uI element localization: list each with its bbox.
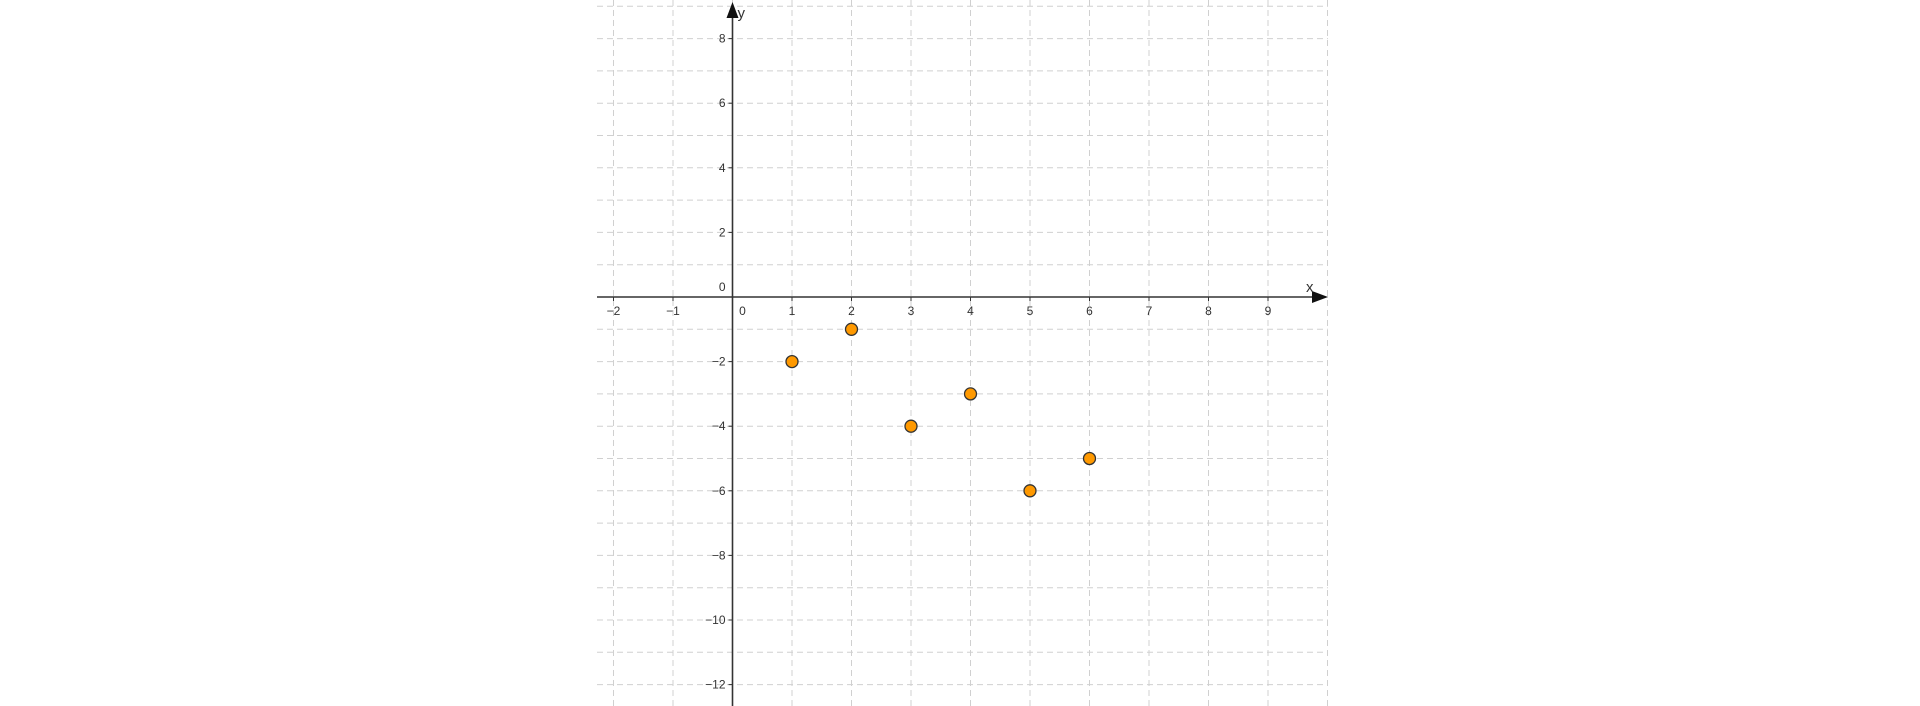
y-tick-label: 4 <box>719 161 726 175</box>
data-point <box>1082 451 1097 466</box>
y-tick-label: −8 <box>712 548 726 562</box>
y-tick-label: 0 <box>719 280 726 294</box>
x-tick-label: 6 <box>1086 304 1093 318</box>
grid <box>597 0 1328 706</box>
x-tick-label: 7 <box>1146 304 1153 318</box>
data-points <box>785 322 1097 498</box>
x-tick-label: 3 <box>908 304 915 318</box>
x-tick-label: 2 <box>848 304 855 318</box>
data-point <box>785 354 799 369</box>
x-tick-label: 8 <box>1205 304 1212 318</box>
y-tick-label: 2 <box>719 225 726 239</box>
x-axis-arrow-icon <box>1312 291 1328 303</box>
y-tick-label: −10 <box>705 613 726 627</box>
x-tick-label: 4 <box>967 304 974 318</box>
y-tick-label: −12 <box>705 678 726 692</box>
axes <box>597 2 1328 706</box>
y-axis-arrow-icon <box>726 2 739 18</box>
y-tick-label: −6 <box>712 484 726 498</box>
y-tick-label: −2 <box>712 355 726 369</box>
y-axis-label: y <box>738 5 746 22</box>
x-tick-label: 1 <box>789 304 796 318</box>
x-tick-label: −2 <box>607 304 621 318</box>
x-tick-label: −1 <box>666 304 680 318</box>
y-tick-label: 8 <box>719 32 726 46</box>
data-point <box>963 387 978 401</box>
x-tick-label: 5 <box>1027 304 1034 318</box>
data-point <box>904 419 918 433</box>
y-tick-label: −4 <box>712 419 726 433</box>
x-axis-label: x <box>1306 279 1314 296</box>
x-tick-label: 9 <box>1265 304 1272 318</box>
data-point <box>844 322 859 336</box>
x-tick-label: 0 <box>739 304 746 318</box>
y-tick-label: 6 <box>719 96 726 110</box>
data-point <box>1023 484 1037 498</box>
